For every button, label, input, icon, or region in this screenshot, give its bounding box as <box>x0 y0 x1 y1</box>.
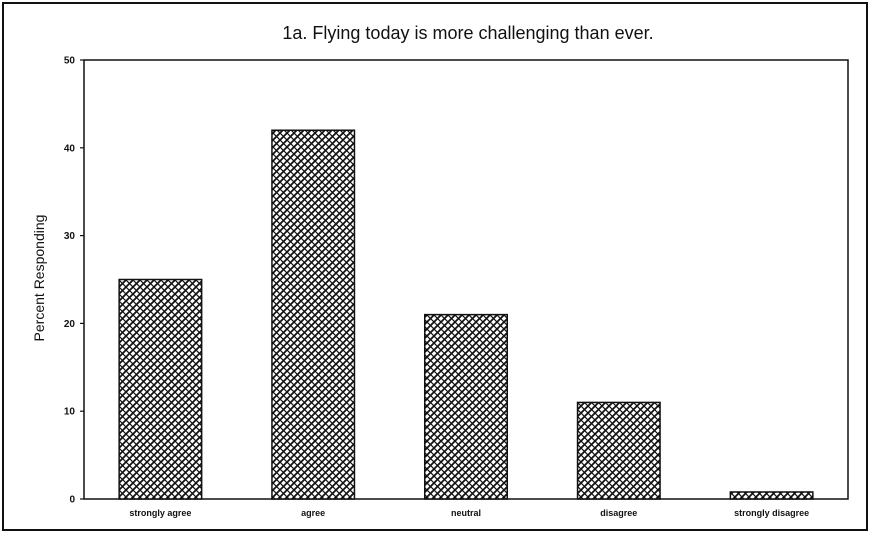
y-tick-label: 30 <box>64 231 76 242</box>
bar-agree <box>271 129 356 500</box>
x-tick-label: agree <box>301 508 325 518</box>
y-tick-label: 20 <box>64 319 76 330</box>
chart-title: 1a. Flying today is more challenging tha… <box>282 23 653 43</box>
bar-strongly-agree <box>118 278 203 500</box>
x-axis-tick-labels: strongly agree agree neutral disagree strong… <box>129 508 809 518</box>
x-tick-label: strongly agree <box>129 508 191 518</box>
y-tick-label: 10 <box>64 407 76 418</box>
y-tick-label: 0 <box>69 495 75 506</box>
y-tick-label: 40 <box>64 143 76 154</box>
bar-neutral <box>423 313 509 500</box>
x-tick-label: disagree <box>600 508 637 518</box>
bars <box>118 129 814 500</box>
y-axis-label: Percent Responding <box>31 215 47 342</box>
bar-strongly-disagree <box>729 491 814 500</box>
bar-disagree <box>576 401 661 500</box>
x-tick-label: neutral <box>451 508 481 518</box>
x-tick-label: strongly disagree <box>734 508 809 518</box>
y-tick-label: 50 <box>64 56 76 67</box>
y-axis-ticks: 0 10 20 30 40 50 <box>64 56 84 506</box>
